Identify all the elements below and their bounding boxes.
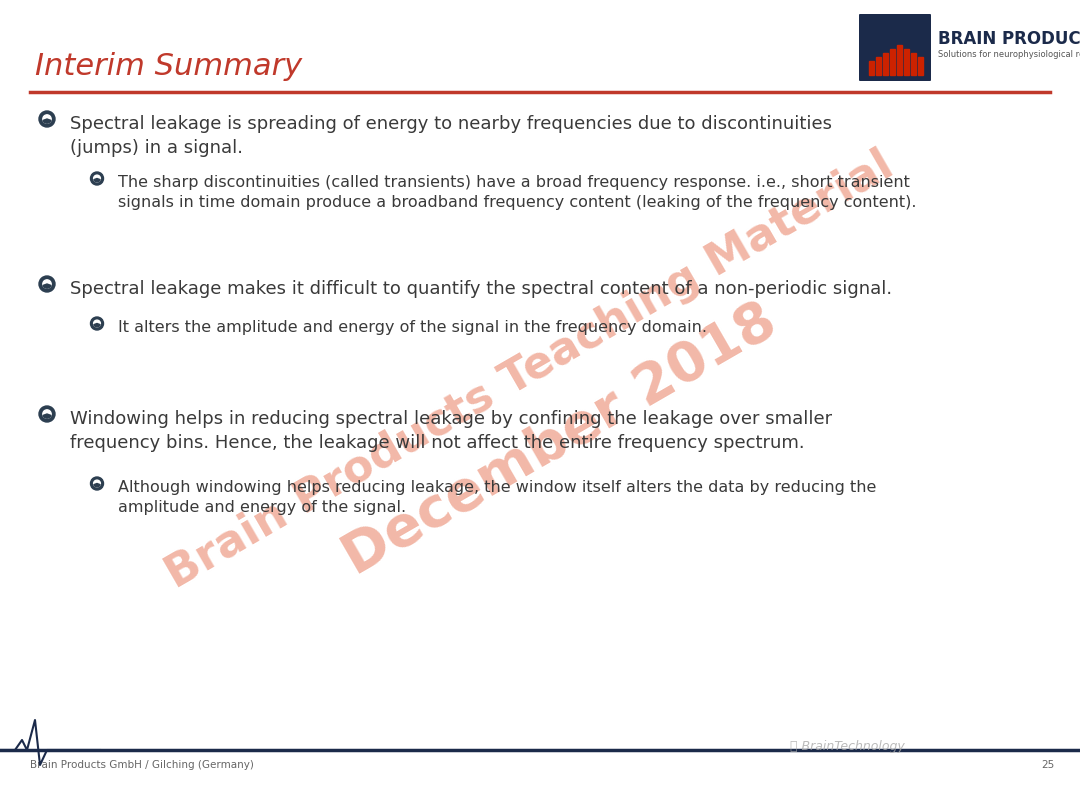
Circle shape <box>91 172 104 185</box>
Circle shape <box>94 480 100 487</box>
Bar <box>876 57 881 75</box>
Circle shape <box>39 406 55 422</box>
Bar <box>869 61 874 75</box>
Bar <box>890 49 895 75</box>
Text: Brain Products GmbH / Gilching (Germany): Brain Products GmbH / Gilching (Germany) <box>30 760 254 770</box>
Wedge shape <box>94 484 100 487</box>
Text: BRAIN PRODUCTS: BRAIN PRODUCTS <box>939 30 1080 48</box>
Bar <box>918 57 923 75</box>
Bar <box>904 49 909 75</box>
FancyBboxPatch shape <box>859 14 931 81</box>
Wedge shape <box>43 119 51 123</box>
Text: It alters the amplitude and energy of the signal in the frequency domain.: It alters the amplitude and energy of th… <box>118 320 707 335</box>
Text: ⛄ BrainTechnology: ⛄ BrainTechnology <box>789 740 905 753</box>
Wedge shape <box>43 414 51 418</box>
Text: Spectral leakage is spreading of energy to nearby frequencies due to discontinui: Spectral leakage is spreading of energy … <box>70 115 832 157</box>
Text: The sharp discontinuities (called transients) have a broad frequency response. i: The sharp discontinuities (called transi… <box>118 175 917 211</box>
Circle shape <box>39 111 55 127</box>
Circle shape <box>39 276 55 292</box>
Text: Windowing helps in reducing spectral leakage by confining the leakage over small: Windowing helps in reducing spectral lea… <box>70 410 832 452</box>
Circle shape <box>94 175 100 182</box>
Bar <box>912 53 916 75</box>
Circle shape <box>94 320 100 327</box>
Wedge shape <box>94 323 100 327</box>
Circle shape <box>43 279 51 288</box>
Circle shape <box>91 477 104 490</box>
Wedge shape <box>94 178 100 182</box>
Text: Interim Summary: Interim Summary <box>35 52 302 81</box>
Circle shape <box>43 115 51 123</box>
Wedge shape <box>43 284 51 288</box>
Text: Brain Products Teaching Material: Brain Products Teaching Material <box>159 143 901 597</box>
Circle shape <box>91 317 104 330</box>
Bar <box>897 45 902 75</box>
Text: Spectral leakage makes it difficult to quantify the spectral content of a non-pe: Spectral leakage makes it difficult to q… <box>70 280 892 298</box>
Text: Solutions for neurophysiological research: Solutions for neurophysiological researc… <box>939 50 1080 59</box>
Text: 25: 25 <box>1042 760 1055 770</box>
Bar <box>883 53 888 75</box>
Text: December 2018: December 2018 <box>334 294 786 586</box>
Text: Although windowing helps reducing leakage, the window itself alters the data by : Although windowing helps reducing leakag… <box>118 480 876 515</box>
Circle shape <box>43 410 51 418</box>
